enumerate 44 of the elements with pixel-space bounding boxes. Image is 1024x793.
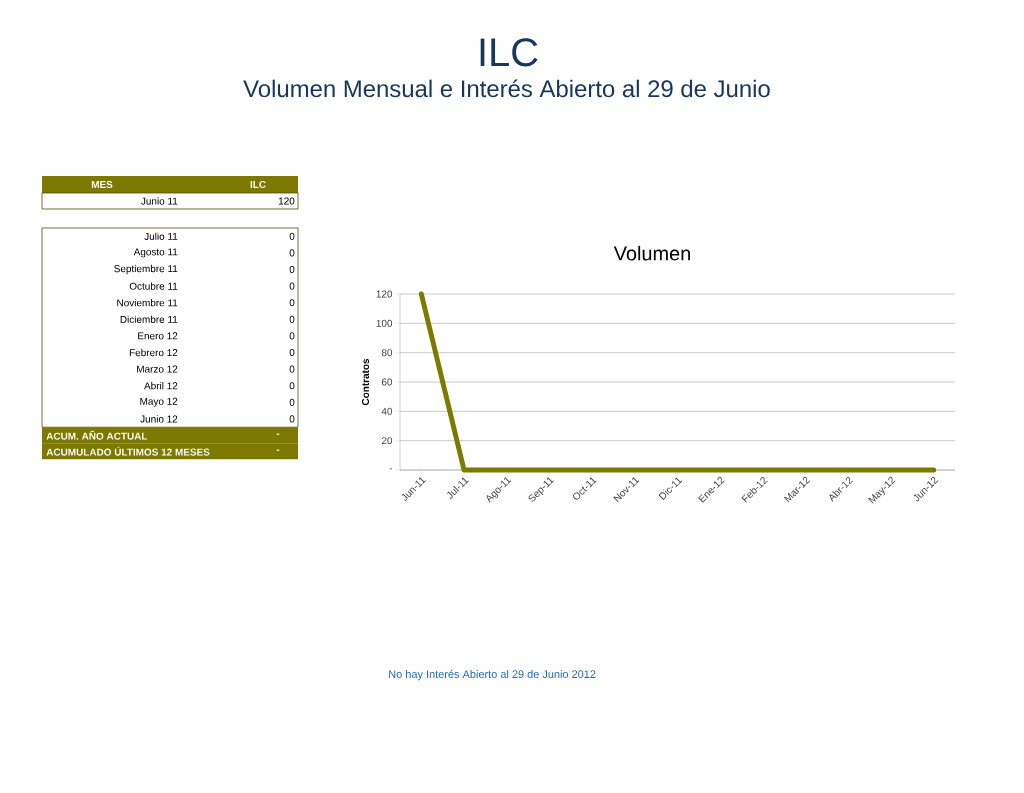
text: Volumen Mensual e Interés Abierto al 29 de Junio	[243, 79, 770, 98]
y-tick-label: -	[389, 468, 393, 470]
text: ACUM. AÑO ACTUAL	[46, 430, 148, 440]
text: MES	[91, 180, 113, 189]
y-tick-label: 120	[376, 290, 393, 298]
category-label: Febrero 12	[129, 348, 178, 357]
y-tick-label: 40	[381, 407, 393, 415]
data-label: 0	[289, 365, 295, 373]
data-label: 0	[289, 398, 295, 406]
category-label: Junio 11	[141, 197, 178, 205]
category-label: Enero 12	[138, 332, 178, 340]
y-tick-label: 20	[381, 437, 393, 445]
text: -	[276, 433, 280, 435]
category-label: Septiembre 11	[114, 264, 178, 275]
data-label: 0	[289, 282, 295, 290]
text: ILC	[250, 180, 266, 189]
data-label: 0	[289, 315, 295, 323]
chart-title: Volumen	[613, 245, 690, 261]
data-label: 0	[289, 249, 295, 257]
data-label: 0	[289, 332, 295, 340]
category-label: Agosto 11	[133, 248, 178, 258]
text: -	[276, 449, 280, 451]
category-label: Mayo 12	[140, 397, 178, 407]
data-label: 0	[289, 382, 295, 390]
y-tick-label: 60	[381, 378, 393, 386]
category-label: Marzo 12	[137, 365, 178, 373]
category-label: Octubre 11	[129, 282, 178, 290]
data-label: 0	[289, 265, 295, 274]
text: ACUMULADO ÚLTIMOS 12 MESES	[46, 446, 210, 456]
category-label: Diciembre 11	[120, 315, 178, 323]
data-label: 0	[289, 415, 295, 423]
category-label: Junio 12	[140, 415, 178, 423]
data-label: 0	[289, 232, 295, 240]
category-label: Julio 11	[144, 232, 178, 240]
data-label: 120	[278, 197, 295, 205]
y-axis-title: Contratos	[361, 358, 370, 406]
text: No hay Interés Abierto al 29 de Junio 2012	[389, 669, 596, 681]
y-tick-label: 100	[376, 319, 393, 327]
data-label: 0	[289, 348, 295, 357]
y-tick-label: 80	[381, 349, 393, 357]
category-label: Noviembre 11	[117, 299, 178, 307]
category-label: Abril 12	[144, 382, 178, 390]
text: ILC	[480, 38, 538, 67]
data-label: 0	[289, 299, 295, 307]
